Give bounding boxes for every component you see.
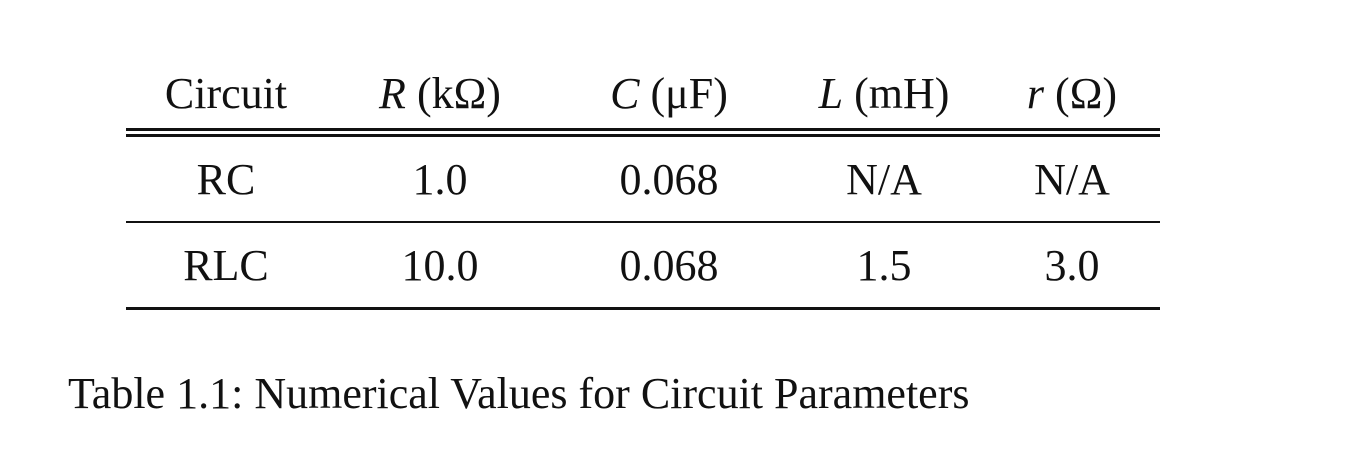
double-rule xyxy=(126,129,1160,137)
header-internal-resistance: r (Ω) xyxy=(984,58,1160,131)
cell-resistance: 1.0 xyxy=(326,135,554,223)
cell-internal-resistance: 3.0 xyxy=(984,222,1160,310)
table-row: RLC 10.0 0.068 1.5 3.0 xyxy=(126,222,1160,310)
table-header-row: Circuit R (kΩ) C (μF) L (mH) r (Ω) xyxy=(126,58,1160,131)
cell-inductance: N/A xyxy=(784,135,984,223)
cell-circuit: RC xyxy=(126,135,326,223)
cell-internal-resistance: N/A xyxy=(984,135,1160,223)
header-circuit: Circuit xyxy=(126,58,326,131)
circuit-parameters-table: Circuit R (kΩ) C (μF) L (mH) r (Ω) xyxy=(126,58,1160,310)
cell-capacitance: 0.068 xyxy=(554,222,784,310)
cell-resistance: 10.0 xyxy=(326,222,554,310)
cell-capacitance: 0.068 xyxy=(554,135,784,223)
cell-circuit: RLC xyxy=(126,222,326,310)
table-caption: Table 1.1: Numerical Values for Circuit … xyxy=(68,369,970,418)
header-capacitance: C (μF) xyxy=(554,58,784,131)
cell-inductance: 1.5 xyxy=(784,222,984,310)
table-row: RC 1.0 0.068 N/A N/A xyxy=(126,135,1160,223)
parameter-table-container: Circuit R (kΩ) C (μF) L (mH) r (Ω) xyxy=(126,58,1160,310)
header-resistance: R (kΩ) xyxy=(326,58,554,131)
header-inductance: L (mH) xyxy=(784,58,984,131)
